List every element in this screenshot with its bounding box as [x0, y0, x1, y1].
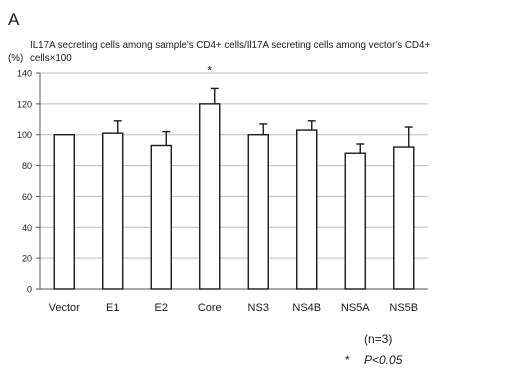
y-axis-label-line-1: IL17A secreting cells among sample's CD4…	[30, 40, 430, 51]
bar-ns5b	[393, 146, 415, 290]
y-tick-label: 40	[22, 223, 32, 233]
p-value-note: P<0.05	[364, 353, 403, 367]
x-tick-labels: Vector E1 E2 Core NS3 NS4B NS5A NS5B	[49, 302, 418, 314]
bars	[53, 103, 415, 290]
bar-vector	[53, 134, 75, 290]
x-tick-label-e1: E1	[106, 302, 119, 314]
bar-ns3	[247, 134, 269, 290]
gridlines	[39, 72, 428, 290]
y-tick-label: 20	[22, 254, 32, 264]
y-axis-unit: (%)	[8, 53, 23, 64]
y-tick-label: 140	[17, 69, 32, 79]
x-tick-label-core: Core	[198, 302, 222, 314]
bar-ns4b	[296, 129, 318, 290]
y-tick-labels: 0 20 40 60 80 100 120 140	[17, 69, 40, 295]
significance-marker-core: *	[207, 63, 212, 77]
y-tick-label: 0	[27, 285, 32, 295]
bar-e2	[150, 144, 172, 290]
sample-size-note: (n=3)	[364, 332, 392, 346]
y-tick-label: 60	[22, 192, 32, 202]
y-tick-label: 100	[17, 130, 32, 140]
x-tick-label-ns5b: NS5B	[389, 302, 418, 314]
y-axis-label-line-2: cells×100	[30, 53, 72, 64]
x-tick-label-ns3: NS3	[248, 302, 269, 314]
y-tick-label: 80	[22, 161, 32, 171]
significance-markers: *	[207, 63, 212, 77]
x-tick-label-vector: Vector	[49, 302, 81, 314]
y-tick-label: 120	[17, 99, 32, 109]
x-tick-label-ns4b: NS4B	[292, 302, 321, 314]
p-value-marker: *	[345, 353, 350, 367]
x-tick-label-e2: E2	[155, 302, 168, 314]
panel-label: A	[8, 10, 20, 29]
bar-e1	[102, 132, 124, 290]
x-tick-label-ns5a: NS5A	[341, 302, 370, 314]
error-bars	[113, 87, 413, 154]
bar-ns5a	[344, 152, 366, 290]
bar-core	[199, 103, 221, 290]
